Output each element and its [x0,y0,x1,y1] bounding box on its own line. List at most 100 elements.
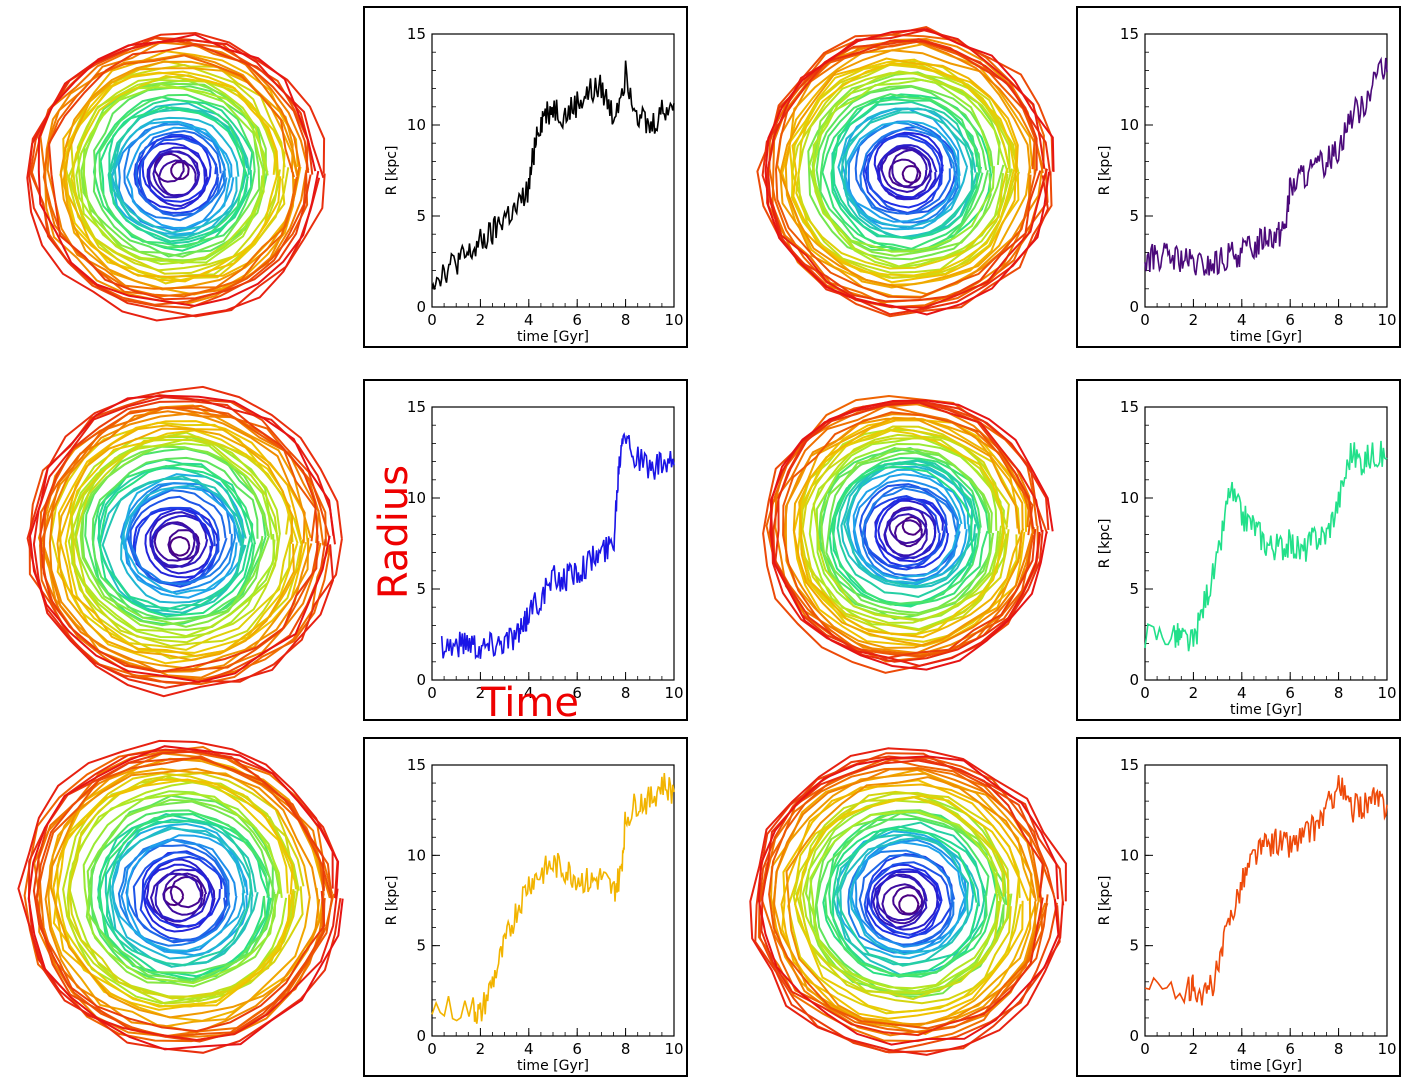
panel-frame [363,379,688,721]
orbit-path [784,43,1034,289]
orbit-path [39,400,319,674]
orbit-path [808,77,995,253]
x-axis-label: time [Gyr] [1230,1058,1302,1074]
x-tick-label: 10 [664,311,683,329]
orbit-path [28,394,335,683]
orbit-path [836,821,987,967]
orbit-path [113,102,249,234]
y-axis-label: R [kpc] [1097,876,1113,926]
orbit-path [888,158,919,188]
orbit-path [62,50,302,278]
y-axis-label: R [kpc] [1097,146,1113,196]
x-tick-label: 8 [621,1040,631,1058]
orbit-path [831,456,990,605]
orbit-path [791,62,1020,284]
orbit-path [27,745,344,1051]
orbit-path [749,747,1067,1056]
orbit-path [97,467,247,611]
panel-frame [1076,6,1401,348]
y-tick-label: 5 [1129,580,1139,598]
orbit-plot [749,747,1067,1056]
x-tick-label: 2 [476,1040,486,1058]
orbit-path [782,411,1035,658]
orbit-path [133,133,219,214]
x-tick-label: 8 [621,684,631,702]
y-tick-label: 15 [407,756,426,774]
y-tick-label: 0 [1129,671,1139,689]
orbit-path [82,83,266,262]
orbit-path [791,62,1020,280]
orbit-path [757,755,1060,1046]
y-tick-label: 15 [1120,756,1139,774]
orbit-path [146,146,209,208]
x-tick-label: 2 [476,311,486,329]
x-tick-label: 6 [572,1040,582,1058]
x-tick-label: 2 [1189,1040,1199,1058]
orbit-path [69,431,281,638]
orbit-path [859,128,959,224]
orbit-path [854,838,967,948]
radius-series-line [1144,440,1388,652]
orbit-path [872,874,928,929]
orbit-path [17,739,339,1042]
y-tick-label: 10 [1120,116,1139,134]
y-tick-label: 10 [407,116,426,134]
orbit-path [875,870,939,931]
orbit-path [32,750,326,1033]
orbit-path [47,767,311,1029]
orbit-plot [26,31,326,322]
orbit-path [793,795,1022,1014]
orbit-path [104,818,259,968]
orbit-path [756,26,1054,318]
x-tick-label: 8 [1334,1040,1344,1058]
orbit-path [760,759,1044,1037]
orbit-path [877,497,945,563]
radius-time-panel: 0 2 4 6 8 10 0 5 10 15 time [Gyr] R [kpc] [1076,379,1401,721]
orbit-path [125,126,235,230]
orbit-path [846,465,971,584]
x-tick-label: 8 [1334,311,1344,329]
orbit-path [801,799,999,990]
y-axis-label: R [kpc] [384,146,400,196]
x-tick-label: 6 [1285,1040,1295,1058]
orbit-path [898,894,920,915]
x-tick-label: 0 [427,1040,437,1058]
x-tick-label: 0 [427,311,437,329]
orbit-path [784,417,1023,649]
y-tick-label: 5 [416,207,426,225]
orbit-path [79,444,271,628]
orbit-path [58,424,304,657]
x-tick-label: 4 [1237,1040,1247,1058]
orbit-path [101,475,247,614]
y-tick-label: 10 [1120,489,1139,507]
orbit-path [48,410,322,679]
y-tick-label: 5 [1129,207,1139,225]
orbit-path [151,514,214,575]
x-tick-label: 8 [621,311,631,329]
x-tick-label: 4 [1237,684,1247,702]
orbit-path [99,105,250,252]
orbit-path [56,427,295,662]
x-tick-label: 0 [1140,311,1150,329]
orbit-path [809,810,1002,993]
x-axis-label: time [Gyr] [517,329,589,345]
y-tick-label: 5 [416,937,426,955]
y-tick-label: 15 [1120,25,1139,43]
radius-series-line [1144,56,1388,276]
orbit-path [149,511,209,568]
orbit-path [836,459,981,598]
y-tick-label: 10 [407,846,426,864]
x-tick-label: 6 [572,684,582,702]
orbit-path [870,868,942,936]
radius-time-panel: 0 2 4 6 8 10 0 5 10 15 time [Gyr] R [kpc] [363,6,688,348]
orbit-path [70,74,286,285]
orbit-path [761,39,1052,316]
orbit-path [167,529,201,561]
orbit-path [169,536,191,557]
radius-time-panel: 0 2 4 6 8 10 0 5 10 15 time [Gyr] R [kpc] [1076,737,1401,1077]
orbit-path [807,84,995,261]
orbit-path [764,28,1055,316]
x-axis-label: time [Gyr] [517,1058,589,1074]
orbit-path [42,54,298,298]
